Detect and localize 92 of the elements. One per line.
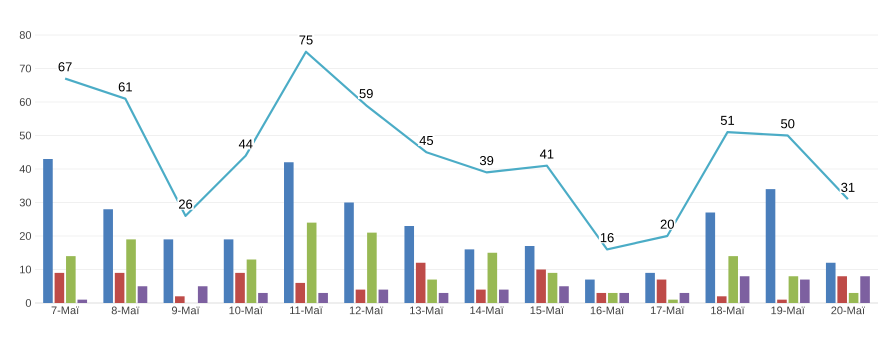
bar <box>728 256 738 303</box>
bar <box>77 300 88 303</box>
x-tick-label: 12-Маї <box>350 306 384 314</box>
y-tick-label: 20 <box>20 232 32 240</box>
bar <box>43 158 53 303</box>
data-label: 16 <box>600 233 614 242</box>
bar <box>656 280 666 303</box>
x-tick-label: 14-Маї <box>470 306 504 314</box>
bar <box>367 232 377 303</box>
bar <box>164 239 174 303</box>
bar <box>585 280 595 303</box>
bar <box>777 300 787 303</box>
bar <box>224 239 234 303</box>
bar <box>837 276 847 303</box>
bar <box>378 290 388 303</box>
data-label: 45 <box>419 136 434 146</box>
bar <box>498 290 509 303</box>
bar <box>536 270 546 303</box>
data-label: 44 <box>238 140 253 148</box>
x-tick-label: 18-Маї <box>711 306 744 314</box>
bar <box>559 286 569 303</box>
y-tick-label: 50 <box>20 132 32 140</box>
data-label: 67 <box>58 62 72 72</box>
bar <box>318 292 328 303</box>
bar <box>138 286 148 303</box>
bar <box>103 209 113 303</box>
bar <box>306 222 316 303</box>
data-label: 59 <box>359 88 373 98</box>
bar <box>596 292 606 303</box>
bar <box>284 162 294 303</box>
data-label: 51 <box>720 116 734 125</box>
bar <box>404 226 414 303</box>
x-tick-label: 10-Маї <box>229 306 263 314</box>
bar <box>740 276 750 303</box>
x-tick-label: 20-Маї <box>831 306 865 314</box>
bar <box>476 290 486 303</box>
bar <box>416 262 426 303</box>
bar <box>645 272 655 303</box>
bar <box>258 292 268 303</box>
data-label: 75 <box>299 36 313 45</box>
bar <box>126 239 136 303</box>
x-tick-label: 19-Маї <box>771 306 805 314</box>
bar <box>427 280 437 303</box>
bar <box>438 292 448 303</box>
y-tick-label: 0 <box>26 299 32 307</box>
bar <box>608 292 618 303</box>
bar <box>619 292 630 303</box>
bar <box>788 276 798 303</box>
x-tick-label: 15-Маї <box>530 306 564 314</box>
y-tick-label: 10 <box>20 266 32 274</box>
bar <box>524 246 534 303</box>
bar <box>246 259 256 303</box>
bar <box>706 212 716 303</box>
bar <box>548 272 558 303</box>
y-tick-label: 30 <box>20 198 32 206</box>
data-label: 41 <box>540 150 554 158</box>
data-label: 50 <box>781 119 794 128</box>
x-tick-label: 11-Маї <box>290 306 323 314</box>
x-tick-label: 16-Маї <box>590 306 624 314</box>
y-tick-label: 40 <box>20 165 32 173</box>
data-label: 39 <box>480 156 494 166</box>
bar <box>826 262 836 303</box>
data-label: 61 <box>118 82 132 92</box>
bar <box>198 286 208 303</box>
data-label: 31 <box>841 182 854 192</box>
bar <box>800 280 810 303</box>
bar <box>114 272 124 303</box>
x-tick-label: 13-Маї <box>410 306 444 314</box>
bar <box>356 290 366 303</box>
y-tick-label: 60 <box>20 98 32 106</box>
bar <box>668 300 678 303</box>
bar <box>54 272 64 303</box>
bar <box>464 249 474 303</box>
x-tick-label: 9-Маї <box>172 306 200 314</box>
data-label: 26 <box>178 200 192 209</box>
bar <box>860 276 870 303</box>
bar <box>766 189 776 303</box>
bar <box>848 292 858 303</box>
bar <box>716 296 727 303</box>
bar <box>680 292 690 303</box>
bar <box>235 272 245 303</box>
bar <box>488 252 498 303</box>
y-tick-label: 70 <box>20 64 32 72</box>
bar <box>295 282 306 303</box>
bar <box>175 296 185 303</box>
x-tick-label: 8-Маї <box>112 306 140 314</box>
y-tick-label: 80 <box>20 31 32 39</box>
bar <box>344 202 354 303</box>
data-label: 20 <box>660 220 674 229</box>
bar <box>66 256 76 303</box>
x-tick-label: 7-Маї <box>52 306 80 314</box>
x-tick-label: 17-Маї <box>650 306 684 314</box>
